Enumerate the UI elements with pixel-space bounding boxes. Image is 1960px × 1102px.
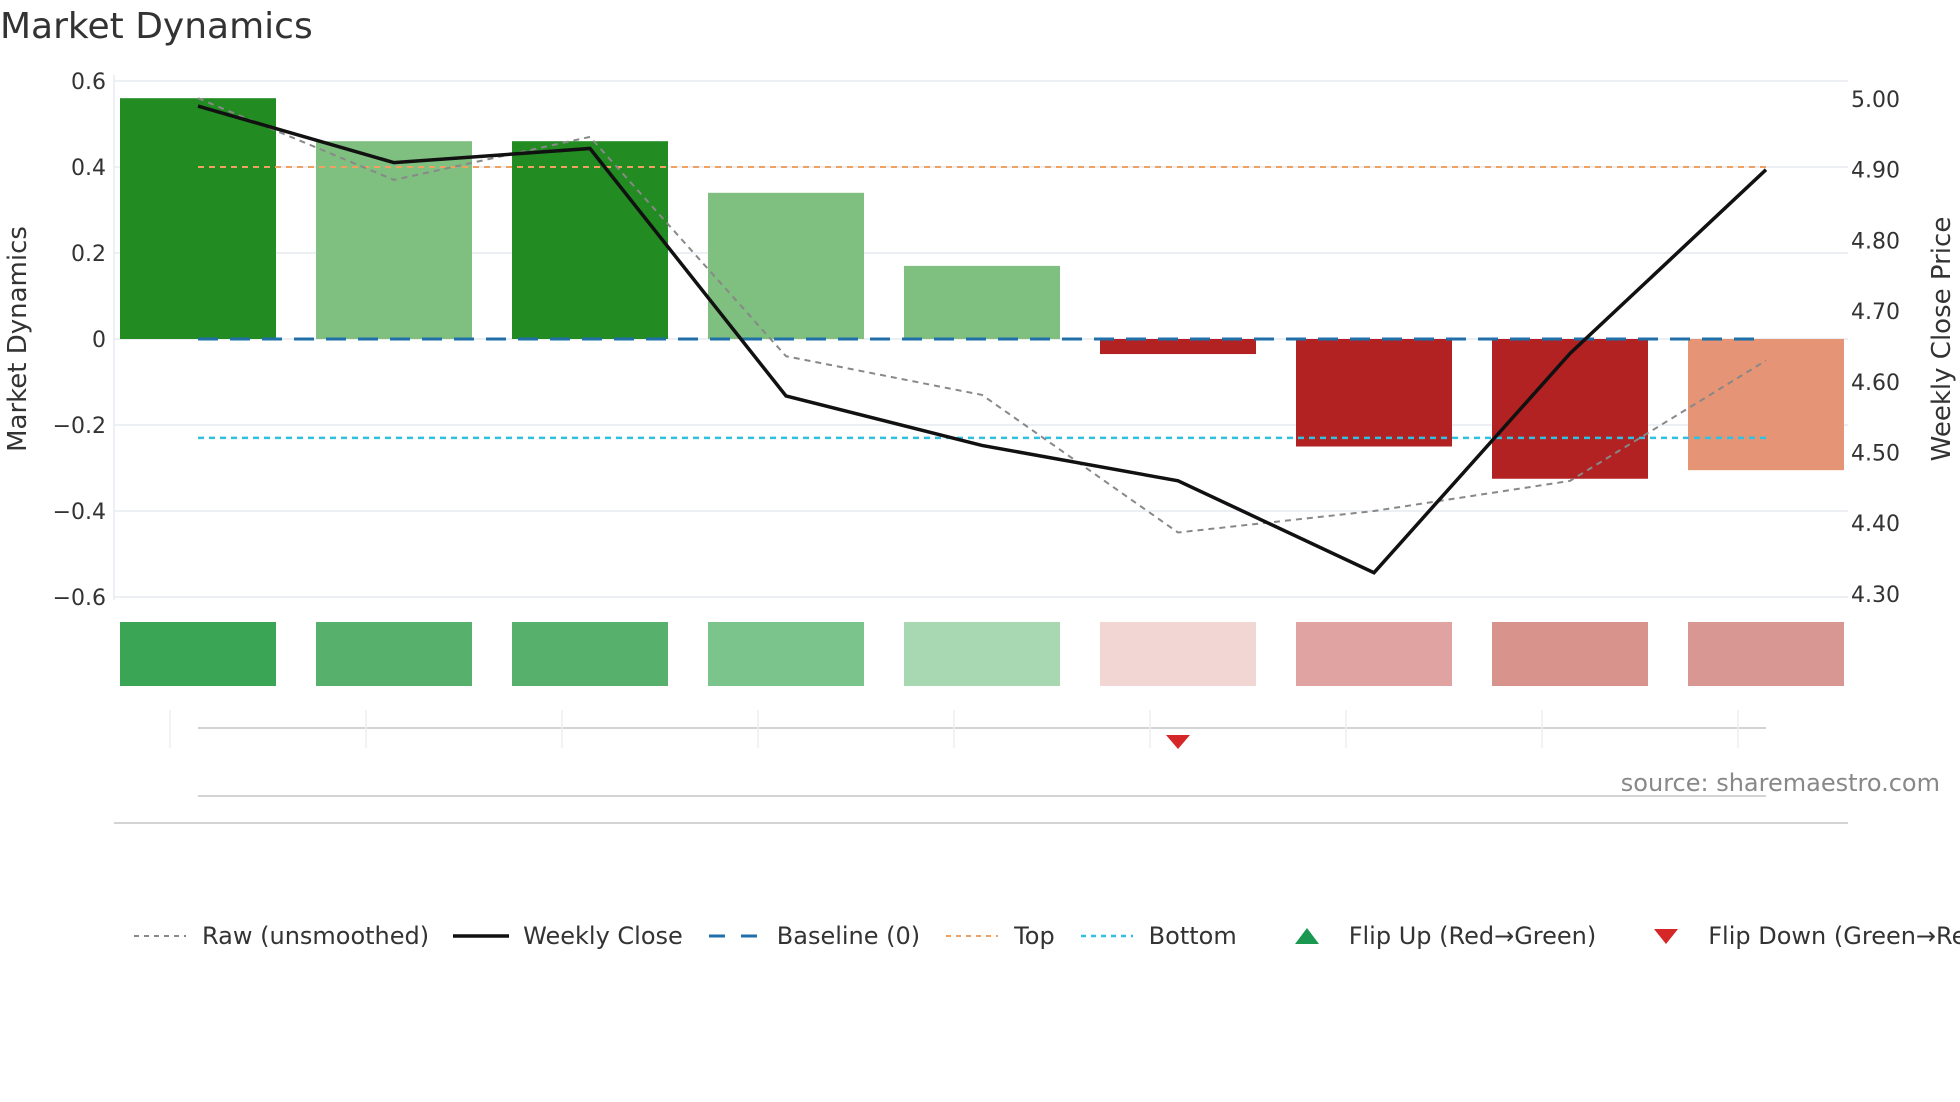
- legend-item: Top: [942, 922, 1055, 950]
- legend-item: Flip Down (Green→Red): [1636, 922, 1960, 950]
- raw-line: [197, 97, 1767, 534]
- right-tick-label: 4.50: [1851, 442, 1900, 467]
- reference-lines: [198, 166, 1766, 440]
- right-axis-label: Weekly Close Price: [1927, 217, 1957, 462]
- dashed-line-icon: [708, 934, 761, 938]
- legend-label: Weekly Close: [523, 922, 683, 950]
- dynamics-bar: [512, 141, 668, 339]
- legend-item: Bottom: [1077, 922, 1237, 950]
- legend-label: Flip Up (Red→Green): [1348, 922, 1597, 950]
- strength-cell: [120, 622, 276, 686]
- left-tick-label: −0.4: [53, 500, 106, 525]
- chart-canvas: 0.6 0.4 0.2 0 −0.2 −0.4 −0.6 5.00 4.90 4.80 4.70 4…: [3, 70, 1957, 824]
- dynamics-bar: [1688, 339, 1844, 471]
- left-tick-label: −0.6: [53, 586, 106, 611]
- legend-item: Weekly Close: [451, 922, 683, 950]
- right-tick-label: 4.80: [1851, 229, 1900, 254]
- right-tick-label: 5.00: [1851, 88, 1900, 113]
- left-tick-label: 0.2: [71, 242, 106, 267]
- dynamics-bar: [120, 98, 276, 339]
- solid-line-icon: [453, 934, 510, 938]
- right-tick-label: 4.60: [1851, 371, 1900, 396]
- weekly-close-line: [197, 104, 1768, 575]
- chart-title: Market Dynamics: [0, 6, 313, 47]
- legend-label: Top: [1014, 922, 1055, 950]
- legend-label: Flip Down (Green→Red): [1708, 922, 1960, 950]
- dynamics-bar: [316, 141, 472, 339]
- series-lines: [197, 97, 1768, 575]
- triangle-up-icon: [1294, 928, 1319, 944]
- strength-strip: [114, 622, 1848, 824]
- legend-item: Flip Up (Red→Green): [1277, 922, 1597, 950]
- strength-cell: [904, 622, 1060, 686]
- strength-cell: [1100, 622, 1256, 686]
- flip-markers: [1166, 735, 1190, 749]
- right-tick-label: 4.30: [1851, 583, 1900, 608]
- dynamics-bar: [708, 192, 864, 339]
- dynamics-bars: [120, 98, 1844, 479]
- strength-cell: [1492, 622, 1648, 686]
- dotted-line-icon: [946, 935, 999, 937]
- dynamics-bar: [1296, 339, 1452, 447]
- legend-label: Bottom: [1148, 922, 1237, 950]
- source-credit: source: sharemaestro.com: [1620, 769, 1940, 797]
- dynamics-bar: [904, 265, 1060, 339]
- dynamics-bar: [1100, 339, 1256, 355]
- legend-label: Baseline (0): [776, 922, 921, 950]
- right-tick-label: 4.70: [1851, 300, 1900, 325]
- legend-label: Raw (unsmoothed): [202, 922, 430, 950]
- left-axis-ticks: 0.6 0.4 0.2 0 −0.2 −0.4 −0.6: [53, 70, 106, 611]
- strength-cell: [1688, 622, 1844, 686]
- left-tick-label: 0: [92, 328, 106, 353]
- right-tick-label: 4.40: [1851, 512, 1900, 537]
- left-tick-label: 0.4: [71, 156, 106, 181]
- strength-cell: [316, 622, 472, 686]
- dotted-line-icon: [1080, 934, 1133, 938]
- left-tick-label: 0.6: [71, 70, 106, 95]
- triangle-down-icon: [1654, 929, 1679, 944]
- right-tick-label: 4.90: [1851, 159, 1900, 184]
- strength-cell: [512, 622, 668, 686]
- dotted-line-icon: [134, 935, 186, 937]
- right-axis-ticks: 5.00 4.90 4.80 4.70 4.60 4.50 4.40 4.30: [1851, 88, 1900, 608]
- legend-item: Baseline (0): [705, 922, 920, 950]
- legend: Raw (unsmoothed) Weekly Close Baseline (0)…: [130, 922, 1960, 950]
- flip-down-marker-icon: [1166, 735, 1190, 749]
- dynamics-bar: [1492, 339, 1648, 479]
- strength-cell: [1296, 622, 1452, 686]
- left-tick-label: −0.2: [53, 414, 106, 439]
- legend-item: Raw (unsmoothed): [130, 922, 429, 950]
- strength-cell: [708, 622, 864, 686]
- left-axis-label: Market Dynamics: [3, 226, 33, 452]
